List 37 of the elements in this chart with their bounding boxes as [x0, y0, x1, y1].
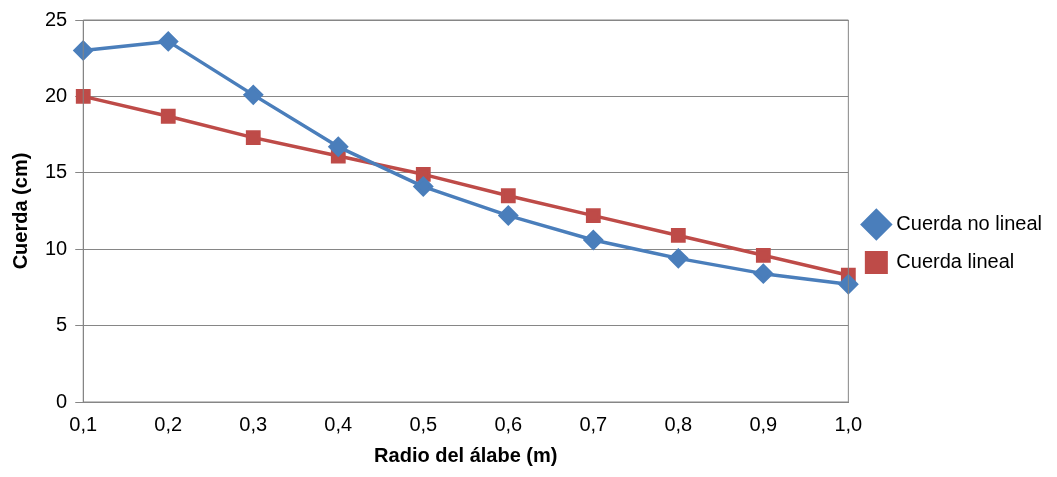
point: [413, 176, 434, 197]
point: [585, 208, 601, 223]
x-tick-label: 0,5: [409, 412, 438, 435]
x-axis-title: Radio del álabe (m): [374, 443, 558, 466]
x-tick-label: 0,4: [324, 412, 353, 435]
x-tick-label: 0,8: [664, 412, 693, 435]
x-tick-label: 0,9: [749, 412, 778, 435]
point: [753, 263, 774, 284]
y-tick-label: 20: [45, 83, 68, 106]
point: [498, 205, 519, 226]
x-tick-label: 0,7: [579, 412, 608, 435]
point: [158, 31, 179, 52]
y-tick-label: 5: [56, 313, 68, 336]
x-tick-label: 0,3: [239, 412, 268, 435]
legend-label: Cuerda lineal: [896, 250, 1015, 273]
point: [838, 274, 859, 295]
point: [500, 188, 516, 204]
y-tick-label: 10: [45, 236, 68, 259]
x-tick-label: 0,1: [69, 412, 98, 435]
point: [243, 85, 264, 105]
x-tick-label: 1,0: [834, 412, 863, 435]
x-tick-label: 0,2: [154, 412, 183, 435]
point: [583, 230, 604, 250]
y-tick-label: 15: [45, 160, 68, 183]
x-tick-label: 0,6: [494, 412, 523, 435]
point: [75, 88, 91, 104]
point: [245, 130, 261, 146]
point: [670, 228, 686, 243]
y-tick-label: 25: [45, 7, 68, 30]
point: [73, 40, 93, 61]
point: [755, 247, 771, 263]
y-axis-title: Cuerda (cm): [8, 152, 31, 270]
point: [668, 248, 689, 269]
point: [160, 108, 176, 124]
point: [328, 137, 349, 157]
legend-label: Cuerda no lineal: [896, 212, 1042, 235]
y-tick-label: 0: [56, 389, 68, 412]
